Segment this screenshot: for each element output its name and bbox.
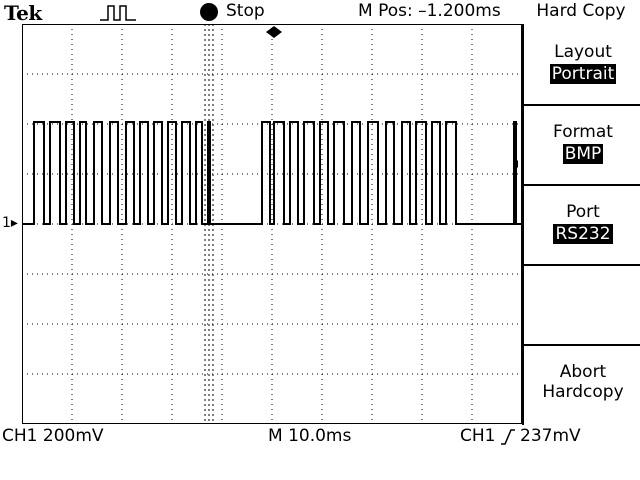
ch1-trace — [22, 121, 521, 225]
format-value: BMP — [562, 144, 604, 164]
trigger-position-marker — [266, 26, 282, 38]
rising-edge-icon — [501, 429, 515, 445]
abort-hardcopy-button[interactable]: Abort Hardcopy — [542, 362, 624, 402]
run-state-label: Stop — [226, 1, 265, 21]
layout-value: Portrait — [549, 64, 617, 84]
side-menu: Layout Portrait Format BMP Port RS232 Ab… — [522, 24, 640, 425]
status-footer: CH1 200mV M 10.0ms CH1 237mV — [0, 426, 640, 450]
brand-logo: Tek — [4, 1, 42, 25]
horizontal-position-readout: M Pos: –1.200ms — [358, 1, 501, 21]
run-state-icon — [200, 3, 218, 21]
port-value: RS232 — [553, 224, 613, 244]
menu-divider — [524, 184, 640, 186]
trigger-source-readout: CH1 — [460, 426, 496, 446]
waveform-display — [22, 24, 522, 424]
timebase-readout: M 10.0ms — [268, 426, 352, 446]
ch1-scale-readout: CH1 200mV — [2, 426, 104, 446]
channel1-ground-marker: 1▸ — [2, 215, 18, 231]
pulse-trigger-icon — [100, 5, 136, 21]
menu-divider — [524, 104, 640, 106]
trigger-level-readout: 237mV — [520, 426, 581, 446]
format-menu-button[interactable]: Format BMP — [553, 122, 613, 164]
layout-menu-button[interactable]: Layout Portrait — [549, 42, 617, 84]
menu-divider — [524, 344, 640, 346]
port-menu-button[interactable]: Port RS232 — [553, 202, 613, 244]
trigger-level-marker — [514, 160, 518, 168]
status-header: Tek Stop M Pos: –1.200ms Hard Copy — [0, 0, 640, 25]
menu-divider — [524, 264, 640, 266]
menu-title: Hard Copy — [536, 1, 626, 21]
